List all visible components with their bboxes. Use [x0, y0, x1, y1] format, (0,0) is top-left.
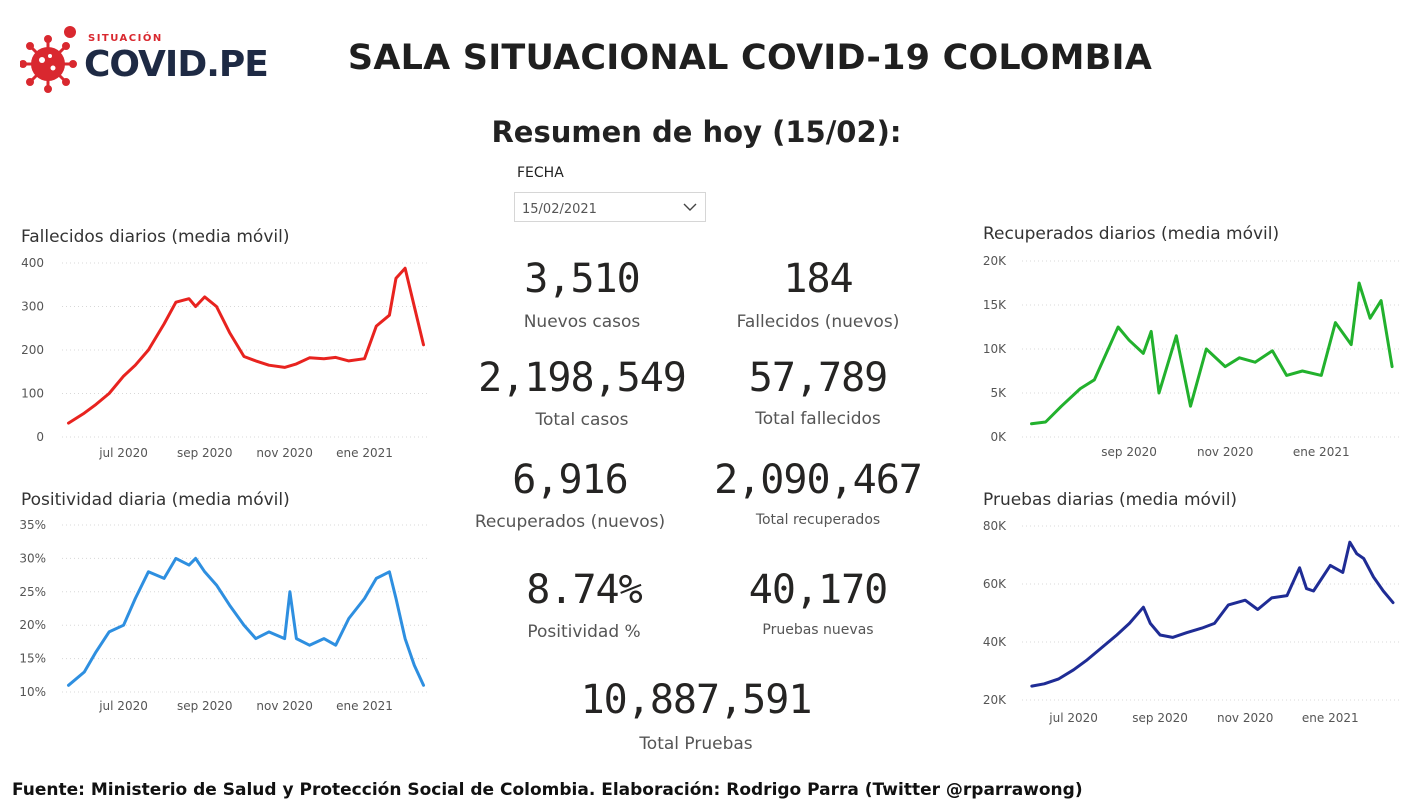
chart-fallecidos: 0 100 200 300 400 jul 2020 sep 2020 nov 2020 ene… — [21, 256, 430, 460]
x-tick-label: sep 2020 — [1132, 711, 1188, 725]
series-line — [67, 556, 425, 687]
x-tick-label: nov 2020 — [256, 699, 312, 713]
y-tick-label: 15K — [983, 298, 1007, 312]
kpi-total-fallecidos-value: 57,789 — [748, 355, 889, 401]
chart-title-pruebas: Pruebas diarias (media móvil) — [983, 490, 1238, 510]
series-line — [1030, 540, 1395, 688]
x-tick-label: nov 2020 — [1217, 711, 1273, 725]
kpi-total-pruebas-value: 10,887,591 — [580, 677, 813, 723]
kpi-fallecidos-nuevos-value: 184 — [783, 256, 853, 302]
x-tick-label: ene 2021 — [1293, 445, 1350, 459]
kpi-pruebas-nuevas-value: 40,170 — [748, 567, 889, 613]
x-tick-label: ene 2021 — [1302, 711, 1359, 725]
virus-icon — [20, 26, 77, 93]
kpi-pruebas-nuevas-label: Pruebas nuevas — [762, 622, 874, 638]
chart-title-recuperados: Recuperados diarios (media móvil) — [983, 224, 1280, 244]
y-tick-label: 300 — [21, 300, 44, 314]
x-tick-label: jul 2020 — [98, 446, 148, 460]
x-tick-label: sep 2020 — [1101, 445, 1157, 459]
chart-title-positividad: Positividad diaria (media móvil) — [21, 490, 290, 510]
x-tick-label: sep 2020 — [177, 699, 233, 713]
y-tick-label: 25% — [19, 585, 46, 599]
y-tick-label: 80K — [983, 519, 1007, 533]
x-tick-label: nov 2020 — [256, 446, 312, 460]
kpi-nuevos-casos-value: 3,510 — [524, 256, 640, 302]
chevron-down-icon — [683, 203, 697, 211]
y-tick-label: 30% — [19, 551, 46, 565]
chart-recuperados: 0K 5K 10K 15K 20K sep 2020 nov 2020 ene 2021 — [983, 254, 1400, 459]
logo-text: COVID.PE — [84, 44, 269, 85]
kpi-total-fallecidos-label: Total fallecidos — [755, 409, 881, 429]
logo — [20, 22, 230, 94]
x-tick-label: ene 2021 — [336, 446, 393, 460]
kpi-total-recuperados-label: Total recuperados — [755, 512, 881, 528]
series-line — [1030, 281, 1394, 426]
chart-positividad: 10% 15% 20% 25% 30% 35% jul 2020 sep 2020 nov 20… — [19, 518, 430, 713]
page-title: SALA SITUACIONAL COVID-19 COLOMBIA — [347, 38, 1153, 78]
kpi-nuevos-casos-label: Nuevos casos — [523, 312, 641, 332]
kpi-total-recuperados-value: 2,090,467 — [714, 457, 923, 503]
y-tick-label: 100 — [21, 387, 44, 401]
logo-small-text: SITUACIÓN — [88, 33, 163, 44]
kpi-positividad-value: 8.74% — [526, 567, 642, 613]
source-note: Fuente: Ministerio de Salud y Protección… — [12, 780, 1083, 800]
date-filter-label: FECHA — [517, 165, 564, 181]
date-filter-dropdown[interactable]: 15/02/2021 — [514, 192, 706, 222]
y-tick-label: 0 — [36, 430, 44, 444]
kpi-total-casos-label: Total casos — [535, 410, 629, 430]
y-tick-label: 35% — [19, 518, 46, 532]
y-tick-label: 20K — [983, 254, 1007, 268]
y-tick-label: 15% — [19, 652, 46, 666]
series-line — [67, 266, 425, 425]
y-tick-label: 60K — [983, 577, 1007, 591]
kpi-total-casos-value: 2,198,549 — [478, 355, 687, 401]
y-tick-label: 400 — [21, 256, 44, 270]
kpi-recuperados-nuevos-value: 6,916 — [512, 457, 628, 503]
y-tick-label: 10K — [983, 342, 1007, 356]
chart-title-fallecidos: Fallecidos diarios (media móvil) — [21, 227, 290, 247]
y-tick-label: 5K — [990, 386, 1007, 400]
x-tick-label: jul 2020 — [1048, 711, 1098, 725]
y-tick-label: 20% — [19, 618, 46, 632]
kpi-fallecidos-nuevos-label: Fallecidos (nuevos) — [736, 312, 900, 332]
chart-pruebas: 20K 40K 60K 80K jul 2020 sep 2020 nov 2020 ene … — [983, 519, 1400, 725]
y-tick-label: 200 — [21, 343, 44, 357]
x-tick-label: sep 2020 — [177, 446, 233, 460]
x-tick-label: jul 2020 — [98, 699, 148, 713]
kpi-positividad-label: Positividad % — [527, 622, 641, 642]
summary-title: Resumen de hoy (15/02): — [491, 115, 902, 149]
kpi-recuperados-nuevos-label: Recuperados (nuevos) — [474, 512, 666, 532]
date-filter-value: 15/02/2021 — [522, 202, 597, 217]
x-tick-label: nov 2020 — [1197, 445, 1253, 459]
y-tick-label: 20K — [983, 693, 1007, 707]
x-tick-label: ene 2021 — [336, 699, 393, 713]
y-tick-label: 0K — [990, 430, 1007, 444]
kpi-total-pruebas-label: Total Pruebas — [639, 734, 753, 754]
y-tick-label: 40K — [983, 635, 1007, 649]
y-tick-label: 10% — [19, 685, 46, 699]
